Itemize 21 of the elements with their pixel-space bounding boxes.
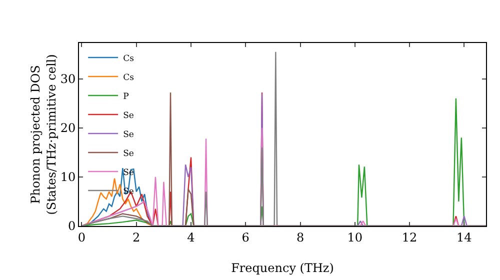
- legend-label: P: [123, 92, 130, 102]
- x-tick-label: 14: [456, 230, 472, 244]
- x-tick-label: 0: [78, 230, 86, 244]
- legend-label: Se: [123, 130, 134, 140]
- x-axis-title: Frequency (THz): [231, 261, 334, 275]
- line-series: [81, 51, 486, 226]
- x-tick-label: 6: [242, 230, 250, 244]
- legend-label: Se: [123, 110, 134, 121]
- x-tick-label: 2: [132, 230, 140, 244]
- y-tick-label: 0: [68, 219, 76, 234]
- x-tick-label: 8: [296, 230, 304, 244]
- x-tick-label: 12: [402, 230, 418, 244]
- y-tick-label: 20: [60, 121, 76, 136]
- legend-label: Se: [123, 148, 134, 159]
- legend-label: Cs: [123, 72, 134, 83]
- x-tick-label: 10: [347, 230, 363, 244]
- y-tick-label: 10: [60, 170, 76, 184]
- y-tick-label: 30: [60, 72, 76, 86]
- legend-label: Cs: [123, 54, 134, 64]
- y-axis-title: Phonon projected DOS (States/THz·primitive cell): [28, 54, 58, 215]
- x-tick-label: 4: [187, 230, 196, 244]
